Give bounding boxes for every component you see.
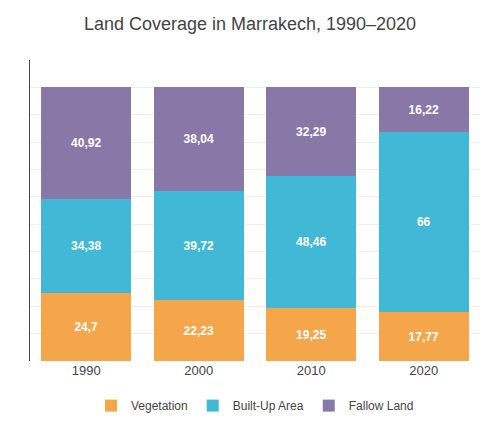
svg-text:1990: 1990 (72, 363, 101, 378)
svg-text:48,46: 48,46 (296, 235, 326, 249)
svg-text:Built-Up Area: Built-Up Area (233, 399, 304, 413)
svg-text:24,7: 24,7 (74, 320, 98, 334)
svg-text:2020: 2020 (409, 363, 438, 378)
svg-text:Land Coverage in Marrakech, 19: Land Coverage in Marrakech, 1990–2020 (84, 14, 416, 34)
svg-text:32,29: 32,29 (296, 125, 326, 139)
svg-text:2010: 2010 (297, 363, 326, 378)
svg-text:22,23: 22,23 (184, 324, 214, 338)
svg-text:39,72: 39,72 (184, 239, 214, 253)
svg-text:66: 66 (417, 215, 431, 229)
svg-text:16,22: 16,22 (409, 103, 439, 117)
svg-text:Fallow Land: Fallow Land (349, 399, 414, 413)
svg-text:17,77: 17,77 (409, 330, 439, 344)
svg-text:38,04: 38,04 (184, 132, 214, 146)
svg-text:19,25: 19,25 (296, 328, 326, 342)
svg-text:40,92: 40,92 (71, 136, 101, 150)
svg-text:2000: 2000 (184, 363, 213, 378)
svg-text:34,38: 34,38 (71, 239, 101, 253)
svg-text:Vegetation: Vegetation (131, 399, 188, 413)
